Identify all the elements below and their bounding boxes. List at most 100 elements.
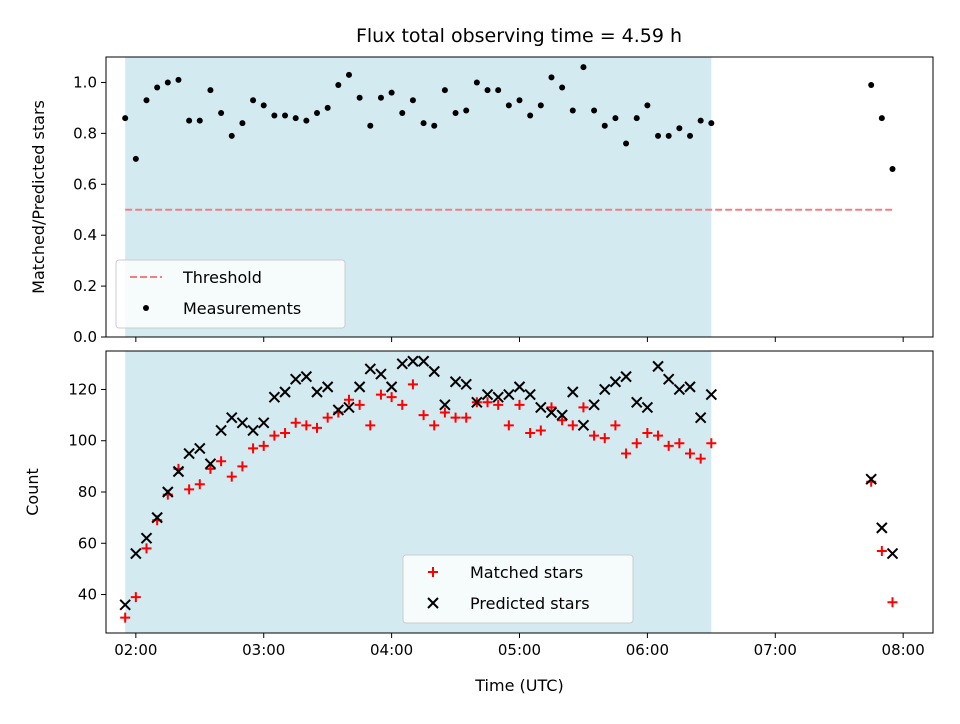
data-point <box>513 381 526 393</box>
data-point <box>335 82 342 88</box>
data-point <box>557 415 568 426</box>
data-point <box>493 399 504 410</box>
data-point <box>889 166 896 172</box>
data-point <box>399 110 406 116</box>
data-point <box>303 117 310 124</box>
y-tick-label: 100 <box>68 432 97 450</box>
data-point <box>503 388 515 401</box>
data-point <box>321 381 334 393</box>
data-point <box>268 391 281 403</box>
data-point <box>204 458 217 470</box>
data-point <box>876 522 888 534</box>
data-point <box>367 122 374 129</box>
data-point <box>353 381 366 393</box>
data-point <box>631 396 643 408</box>
bottom-panel: 40 60 80 100 120 02:00 03:00 04:00 05:00 06:00 07:… <box>23 350 934 695</box>
data-point <box>601 122 608 129</box>
legend-box <box>115 259 346 329</box>
data-point <box>567 386 579 398</box>
data-point <box>495 87 502 94</box>
data-point <box>122 115 129 122</box>
data-point <box>439 407 450 418</box>
x-tick-label: 06:00 <box>626 641 669 659</box>
data-point <box>154 84 161 91</box>
data-point <box>599 383 611 396</box>
data-point <box>642 428 653 439</box>
top-panel: 0.0 0.2 0.4 0.6 0.8 1.0 Matched/Predicted star… <box>29 56 934 346</box>
data-point <box>397 399 408 410</box>
data-point <box>164 79 171 86</box>
legend-label: Matched stars <box>470 563 583 582</box>
data-point <box>473 79 480 86</box>
data-point <box>431 122 438 129</box>
data-point <box>685 448 696 459</box>
data-point <box>569 107 576 114</box>
x-tick-label: 05:00 <box>498 641 541 659</box>
data-point <box>516 97 523 104</box>
data-point <box>621 448 632 459</box>
data-point <box>548 74 555 81</box>
x-tick-label: 03:00 <box>242 641 285 659</box>
data-point <box>396 358 408 370</box>
y-tick-label: 0.2 <box>73 277 97 295</box>
data-point <box>450 412 461 423</box>
legend-label: Predicted stars <box>470 594 590 613</box>
series-matched-stars <box>120 379 898 623</box>
data-point <box>591 107 598 114</box>
data-point <box>409 97 416 104</box>
data-point <box>577 419 590 432</box>
data-point <box>226 471 237 482</box>
data-point <box>589 430 600 441</box>
series-predicted-stars <box>119 355 899 611</box>
x-tick-label: 07:00 <box>754 641 797 659</box>
data-point <box>878 115 885 122</box>
data-point <box>385 381 398 393</box>
data-point <box>258 417 270 429</box>
data-point <box>868 82 875 88</box>
y-tick-label: 0.4 <box>73 226 97 244</box>
data-point <box>612 115 619 122</box>
data-point <box>578 402 589 413</box>
legend-box <box>402 554 634 624</box>
data-point <box>205 463 216 474</box>
data-point <box>300 370 313 383</box>
data-point <box>418 410 429 421</box>
data-point <box>662 373 675 385</box>
data-point <box>237 461 248 472</box>
data-point <box>461 412 472 423</box>
data-point <box>332 404 345 416</box>
data-point <box>356 94 363 101</box>
data-point <box>343 394 354 405</box>
data-point <box>364 363 377 375</box>
data-point <box>673 383 686 396</box>
data-point <box>322 412 333 423</box>
data-point <box>130 547 142 560</box>
data-point <box>420 120 427 127</box>
data-point <box>269 430 280 441</box>
data-point <box>365 420 376 431</box>
data-point <box>386 392 397 403</box>
y-tick-label: 120 <box>68 380 97 398</box>
data-point <box>546 402 557 413</box>
data-point <box>588 399 600 411</box>
data-point <box>865 473 877 485</box>
data-point <box>119 599 131 611</box>
data-point <box>527 112 534 119</box>
data-point <box>186 117 193 124</box>
data-point <box>514 399 525 410</box>
data-point <box>377 94 384 101</box>
data-point <box>407 379 418 390</box>
y-tick-label: 60 <box>78 534 97 552</box>
data-point <box>207 87 214 94</box>
data-point <box>706 438 717 449</box>
data-point <box>428 365 440 378</box>
data-point <box>481 388 494 401</box>
data-point <box>143 97 150 104</box>
data-point <box>301 420 312 431</box>
data-point <box>708 120 715 127</box>
data-point <box>652 360 664 373</box>
data-point <box>482 397 493 408</box>
data-point <box>535 401 547 414</box>
data-point <box>130 592 141 603</box>
